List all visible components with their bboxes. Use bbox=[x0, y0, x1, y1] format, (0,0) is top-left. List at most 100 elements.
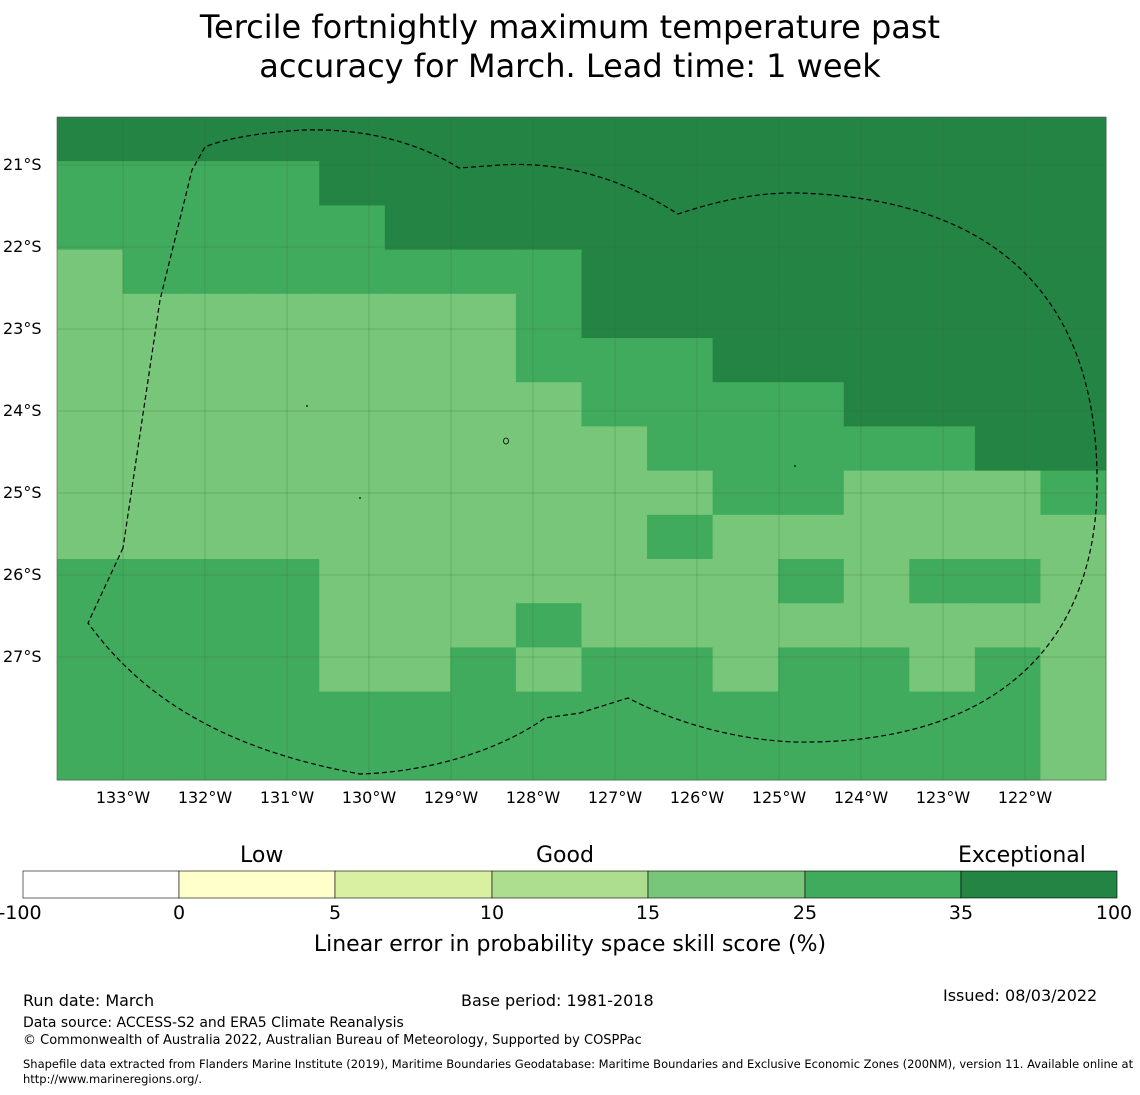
grid-cell bbox=[974, 735, 1041, 781]
grid-cell bbox=[647, 514, 714, 560]
grid-cell bbox=[319, 514, 386, 560]
grid-cell bbox=[450, 647, 517, 693]
islands bbox=[306, 405, 796, 499]
grid-cell bbox=[778, 691, 845, 737]
grid-cell bbox=[122, 735, 189, 781]
grid-cell bbox=[122, 603, 189, 648]
lon-label: 132°W bbox=[177, 788, 233, 807]
grid-cell bbox=[57, 382, 124, 427]
grid-cell bbox=[253, 426, 320, 472]
grid-cell bbox=[450, 735, 517, 781]
grid-cell bbox=[384, 293, 451, 339]
grid-cell bbox=[515, 338, 582, 383]
grid-cell bbox=[581, 293, 648, 339]
grid-cell bbox=[384, 117, 451, 162]
grid-cell bbox=[843, 647, 910, 693]
colorbar-tick: 5 bbox=[328, 902, 342, 924]
grid-cell bbox=[974, 161, 1041, 206]
grid-cell bbox=[384, 249, 451, 295]
grid-cell bbox=[253, 735, 320, 781]
grid-cell bbox=[647, 603, 714, 648]
grid-cell bbox=[974, 691, 1041, 737]
lat-label: 24°S bbox=[3, 401, 42, 420]
grid-cell bbox=[253, 249, 320, 295]
chart-title: Tercile fortnightly maximum temperature … bbox=[0, 8, 1140, 86]
grid-cell bbox=[253, 117, 320, 162]
lon-label: 128°W bbox=[505, 788, 561, 807]
grid-cell bbox=[1040, 205, 1107, 251]
grid-cell bbox=[974, 559, 1041, 604]
grid-cell bbox=[974, 514, 1041, 560]
grid-cell bbox=[1040, 293, 1107, 339]
colorbar-tick: 10 bbox=[479, 902, 505, 924]
colorbar-tick: -100 bbox=[0, 902, 42, 924]
grid-cell bbox=[647, 293, 714, 339]
grid-cell bbox=[778, 735, 845, 781]
grid-cell bbox=[1040, 161, 1107, 206]
grid-cell bbox=[122, 249, 189, 295]
lat-label: 21°S bbox=[3, 155, 42, 174]
grid-cell bbox=[515, 249, 582, 295]
category-exceptional: Exceptional bbox=[958, 843, 1086, 868]
grid-cell bbox=[712, 691, 779, 737]
grid-cell bbox=[1040, 514, 1107, 560]
map-frame bbox=[56, 116, 1107, 781]
grid-cell bbox=[253, 514, 320, 560]
grid-cell bbox=[778, 559, 845, 604]
title-line-1: Tercile fortnightly maximum temperature … bbox=[199, 8, 941, 46]
grid-cell bbox=[647, 161, 714, 206]
grid-cell bbox=[647, 117, 714, 162]
grid-cell bbox=[122, 117, 189, 162]
grid-cell bbox=[319, 603, 386, 648]
grid-cell bbox=[974, 293, 1041, 339]
grid-cell bbox=[515, 205, 582, 251]
grid-cell bbox=[122, 293, 189, 339]
grid-cell bbox=[778, 382, 845, 427]
grid-cell bbox=[974, 603, 1041, 648]
grid-cell bbox=[712, 338, 779, 383]
grid-cell bbox=[515, 647, 582, 693]
grid-cell bbox=[319, 293, 386, 339]
colorbar-tick: 25 bbox=[792, 902, 818, 924]
grid-cell bbox=[974, 205, 1041, 251]
grid-cell bbox=[581, 514, 648, 560]
grid-cell bbox=[581, 338, 648, 383]
category-good: Good bbox=[536, 843, 594, 868]
grid-cell bbox=[712, 382, 779, 427]
grid-cell bbox=[581, 647, 648, 693]
grid-cell bbox=[712, 647, 779, 693]
grid-cell bbox=[909, 117, 976, 162]
grid-cell bbox=[188, 293, 255, 339]
grid-cell bbox=[909, 426, 976, 472]
grid-cell bbox=[253, 205, 320, 251]
grid-cell bbox=[712, 559, 779, 604]
grid-cell bbox=[384, 559, 451, 604]
grid-cell bbox=[515, 382, 582, 427]
grid-cell bbox=[122, 514, 189, 560]
grid-cell bbox=[253, 603, 320, 648]
grid-cell bbox=[712, 205, 779, 251]
grid-cell bbox=[384, 603, 451, 648]
grid-cell bbox=[778, 603, 845, 648]
grid-cell bbox=[581, 205, 648, 251]
grid-cell bbox=[1040, 249, 1107, 295]
grid-cell bbox=[581, 382, 648, 427]
grid-cell bbox=[319, 691, 386, 737]
grid-cell bbox=[974, 426, 1041, 472]
grid-cell bbox=[843, 603, 910, 648]
grid-cell bbox=[647, 735, 714, 781]
grid-cell bbox=[647, 559, 714, 604]
grid-cell bbox=[974, 249, 1041, 295]
grid-cell bbox=[122, 647, 189, 693]
island bbox=[306, 405, 308, 407]
grid-cell bbox=[843, 559, 910, 604]
grid-cell bbox=[188, 426, 255, 472]
grid-cell bbox=[712, 735, 779, 781]
grid-cell bbox=[581, 603, 648, 648]
grid-cell bbox=[188, 205, 255, 251]
grid-cell bbox=[384, 735, 451, 781]
grid-cell bbox=[843, 249, 910, 295]
lon-label: 127°W bbox=[587, 788, 643, 807]
grid-cell bbox=[122, 205, 189, 251]
